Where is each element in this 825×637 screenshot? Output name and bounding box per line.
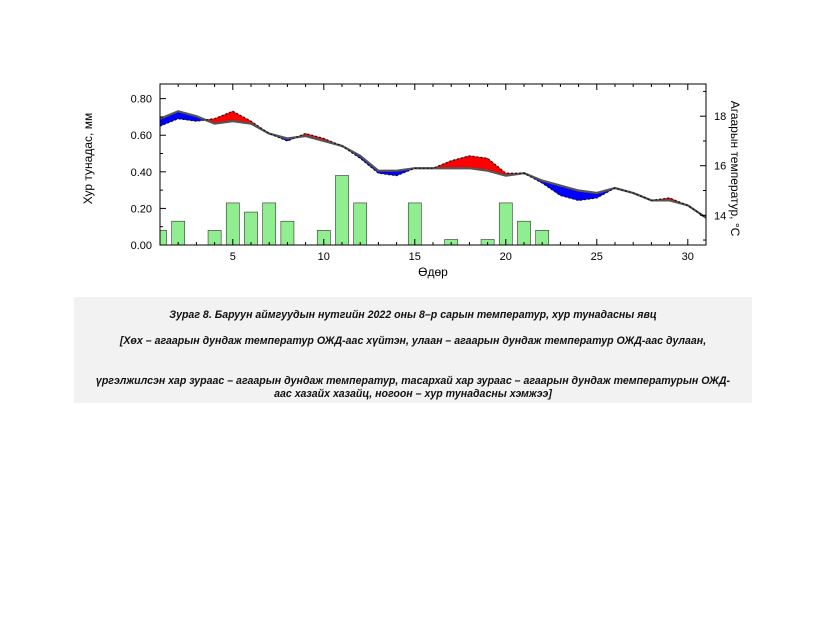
caption-note-line-1: [Хөх – агаарын дундаж температур ОЖД-аас… [119,335,707,347]
x-tick-label-30: 30 [682,251,694,263]
caption-title: Зураг 8. Баруун аймгуудын нутгийн 2022 о… [169,309,657,321]
y-left-tick-label-0: 0.00 [131,240,152,252]
x-axis-title: Өдөр [418,265,448,279]
precipitation-bar-day-2 [171,220,186,245]
caption-note-line-2: үргэлжилсэн хар зураас – агаарын дундаж … [95,375,731,400]
deviation-fill-day-17 [450,155,470,169]
plot-frame [159,83,707,246]
mean-temperature-line [160,110,706,219]
y-left-axis-title: Хур тунадас, мм [81,113,95,204]
x-tick-label-5: 5 [230,251,236,263]
precipitation-bar-day-20 [498,202,513,245]
temperature-precipitation-chart: 5 10 15 20 25 30 0.00 0.20 0.40 0.60 0.80 14 16 18 Өдө… [81,83,742,279]
precipitation-bar-day-5 [225,202,240,245]
x-tick-label-10: 10 [318,251,330,263]
x-tick-label-20: 20 [500,251,512,263]
precipitation-bar-day-11 [335,175,349,245]
precipitation-bar-day-6 [244,211,258,245]
precipitation-bar-day-8 [280,220,295,245]
y-left-tick-label-3: 0.60 [131,130,152,142]
precipitation-bar-day-12 [353,202,368,245]
normal-temperature-dashed-line [160,110,706,219]
precipitation-bar-day-7 [262,202,277,245]
plot-area [160,110,706,245]
y-right-tick-label-2: 18 [714,111,726,123]
y-left-tick-label-1: 0.20 [131,203,152,215]
y-left-tick-label-4: 0.80 [131,94,152,106]
y-right-tick-label-0: 14 [714,210,726,222]
precipitation-bar-day-1 [160,230,167,245]
x-tick-label-25: 25 [591,251,603,263]
figure-caption: Зураг 8. Баруун аймгуудын нутгийн 2022 о… [74,297,752,403]
y-right-axis-title: Агаарын температур, °С [728,101,742,237]
y-left-tick-label-2: 0.40 [131,167,152,179]
x-tick-label-15: 15 [409,251,421,263]
precipitation-bar-day-21 [517,220,531,245]
chart-container: 5 10 15 20 25 30 0.00 0.20 0.40 0.60 0.80 14 16 18 Өдө… [74,76,752,298]
y-right-tick-label-1: 16 [714,161,726,173]
precipitation-bar-day-15 [407,202,422,245]
